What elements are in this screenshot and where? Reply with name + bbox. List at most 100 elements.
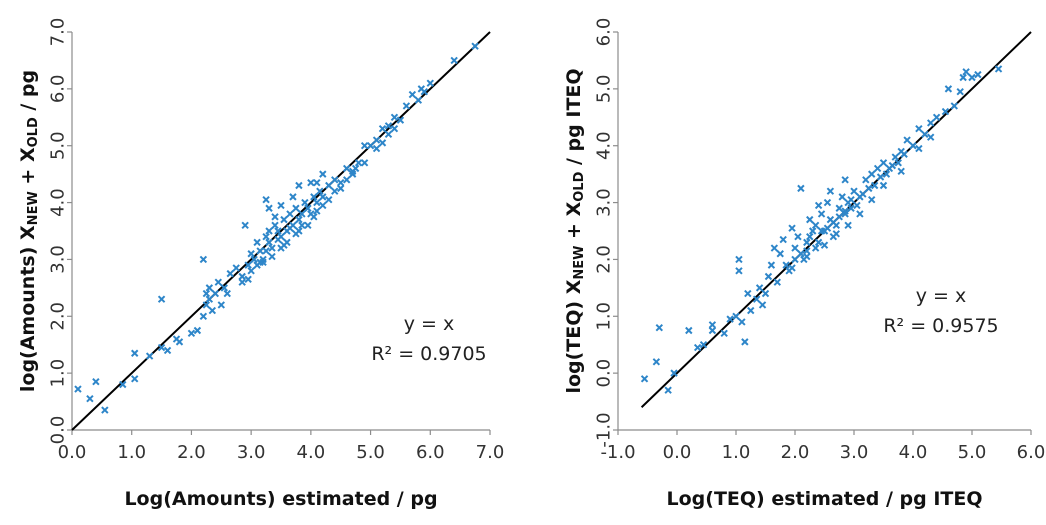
- data-point: [175, 338, 184, 346]
- data-point: [208, 306, 217, 315]
- chart-left: 0.0 1.0 2.0 3.0 4.0 5.0 6.0 7.0 0.0 1.0 2.0 3.0 4.0 5…: [17, 18, 504, 510]
- data-point: [903, 136, 911, 144]
- data-point: [758, 301, 767, 309]
- data-point: [378, 124, 387, 133]
- data-point: [202, 289, 211, 298]
- x-tick-label: 5.0: [356, 442, 385, 463]
- equation-label: y = x: [916, 285, 967, 307]
- data-point: [897, 167, 905, 176]
- data-point: [921, 130, 929, 139]
- data-point: [199, 255, 208, 264]
- data-point: [926, 133, 935, 141]
- data-point: [378, 139, 387, 147]
- chart-left-svg: 0.0 1.0 2.0 3.0 4.0 5.0 6.0 7.0 0.0 1.0 2.0 3.0 4.0 5…: [17, 18, 504, 510]
- data-point: [764, 272, 773, 281]
- data-point: [847, 196, 855, 204]
- data-point: [274, 235, 282, 244]
- data-point: [238, 278, 246, 286]
- data-point: [390, 113, 399, 121]
- data-point: [856, 210, 864, 218]
- data-point: [670, 369, 678, 377]
- x-tick-label: 4.0: [899, 442, 928, 463]
- fit-line: [71, 31, 491, 431]
- data-point: [74, 385, 82, 393]
- y-tick-label: 5.0: [48, 131, 69, 160]
- data-point: [788, 264, 796, 272]
- data-point: [747, 306, 755, 315]
- data-point: [271, 213, 279, 221]
- x-tick-label: 1.0: [117, 442, 146, 463]
- data-point: [101, 406, 109, 414]
- data-point: [826, 187, 835, 195]
- y-tick-label: 0.0: [48, 416, 69, 445]
- data-point: [360, 142, 369, 150]
- data-point: [408, 90, 417, 99]
- data-point: [202, 301, 211, 309]
- data-point: [265, 238, 273, 247]
- data-point: [342, 176, 351, 184]
- data-point: [271, 221, 279, 230]
- data-point: [652, 358, 661, 366]
- data-point: [685, 326, 693, 335]
- data-point: [823, 198, 832, 207]
- data-point: [292, 204, 300, 212]
- data-point: [811, 221, 820, 230]
- data-point: [250, 255, 258, 264]
- data-point: [909, 142, 917, 150]
- data-point: [850, 187, 858, 195]
- data-point: [655, 323, 664, 332]
- y-tick-label: 6.0: [594, 18, 615, 47]
- data-point: [319, 193, 327, 201]
- data-point: [726, 315, 734, 323]
- data-point: [157, 343, 166, 352]
- data-point: [119, 380, 127, 389]
- data-point: [396, 116, 405, 124]
- data-point: [862, 176, 870, 184]
- data-point: [794, 232, 802, 241]
- data-point: [277, 201, 285, 210]
- data-point: [865, 184, 873, 193]
- data-point: [720, 329, 728, 338]
- data-point: [286, 210, 294, 218]
- chart-right-svg: -1.0 0.0 1.0 2.0 3.0 4.0 5.0 6.0 -1.0 0.0 1.0 2.0 3.…: [563, 18, 1045, 510]
- data-point: [130, 349, 139, 357]
- data-point: [859, 190, 867, 198]
- r-squared-label: R² = 0.9575: [883, 315, 998, 337]
- x-tick-label: 2.0: [177, 442, 206, 463]
- data-point: [838, 193, 846, 201]
- data-point: [348, 167, 357, 176]
- data-point: [262, 232, 270, 241]
- x-tick-label: 1.0: [722, 442, 751, 463]
- data-point: [360, 159, 369, 167]
- y-tick-label: 1.0: [594, 302, 615, 331]
- data-point: [145, 352, 154, 360]
- data-point: [835, 204, 843, 212]
- data-point: [941, 107, 950, 116]
- data-point: [256, 247, 264, 255]
- data-point: [157, 295, 166, 303]
- data-point: [962, 68, 970, 76]
- x-tick-label: 5.0: [958, 442, 987, 463]
- data-point: [664, 386, 672, 394]
- data-point: [915, 144, 923, 153]
- data-point: [761, 289, 770, 298]
- data-point: [640, 375, 649, 383]
- y-tick-label: 5.0: [594, 75, 615, 104]
- data-point: [280, 241, 288, 249]
- x-tick-label: 2.0: [781, 442, 810, 463]
- data-point: [253, 238, 261, 247]
- data-point: [811, 244, 820, 252]
- data-point: [301, 198, 309, 207]
- data-point: [806, 232, 814, 241]
- data-point: [744, 289, 752, 298]
- data-point: [708, 326, 717, 335]
- x-tick-label: 0.0: [663, 442, 692, 463]
- x-axis-label: Log(TEQ) estimated / pg ITEQ: [667, 488, 983, 510]
- data-point: [325, 196, 333, 204]
- data-point: [791, 244, 799, 252]
- data-point: [211, 289, 220, 298]
- y-tick-label: 2.0: [48, 302, 69, 331]
- data-point: [304, 221, 312, 230]
- data-point: [752, 295, 761, 303]
- data-point: [735, 267, 743, 275]
